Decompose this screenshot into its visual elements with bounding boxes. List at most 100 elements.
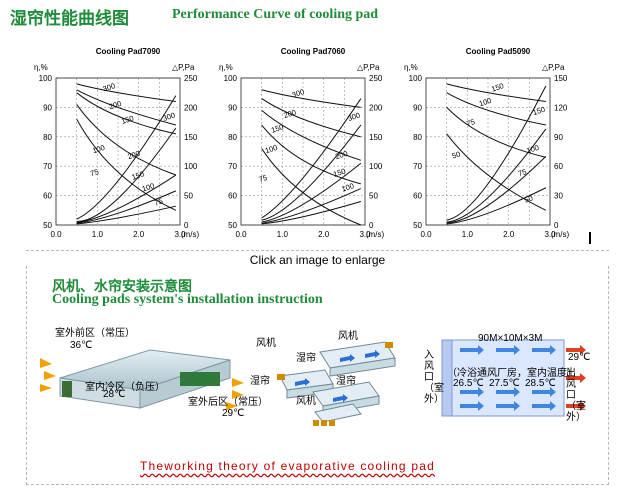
y2-axis-label: △P,Pa [172, 63, 195, 72]
x-axis-label: (m/s) [551, 230, 570, 239]
y-tick-label: 100 [39, 74, 53, 83]
y2-tick-label: 150 [184, 133, 198, 142]
chart-pad5090[interactable]: Cooling Pad5090 η,% △P,Pa 50 60 70 80 90 100 0 30 6… [400, 42, 595, 247]
pressure-line [446, 156, 547, 224]
y2-tick-label: 60 [554, 162, 563, 171]
pad-label-1: 湿帘 [296, 353, 316, 364]
greenhouse-diagram[interactable] [40, 338, 250, 418]
outdoor-back-temp: 29℃ [222, 408, 245, 419]
x-tick-label: 3.0 [174, 230, 186, 239]
series-label: 300 [102, 81, 117, 93]
x-axis-label: (m/s) [181, 230, 200, 239]
y-tick-label: 100 [224, 74, 238, 83]
efficiency-line [446, 133, 547, 211]
pressure-line [76, 205, 176, 225]
temp-1: 26.5℃ [453, 378, 484, 389]
y2-tick-label: 0 [554, 221, 559, 230]
efficiency-line [261, 89, 361, 108]
y-axis-label: η,% [219, 63, 233, 72]
y-tick-label: 90 [413, 103, 422, 112]
y-tick-label: 80 [228, 133, 237, 142]
series-label: 300 [347, 111, 362, 123]
y-tick-label: 80 [413, 133, 422, 142]
series-label: 100 [264, 143, 279, 155]
y-tick-label: 60 [413, 192, 422, 201]
pad-label-3: 湿帘 [336, 376, 356, 387]
y-tick-label: 60 [228, 192, 237, 201]
x-tick-label: 1.0 [92, 230, 104, 239]
layout-mid [277, 369, 334, 399]
pressure-line [261, 188, 362, 224]
factory-airflow-diagram[interactable] [420, 332, 595, 422]
x-tick-label: 0.0 [420, 230, 432, 239]
chart-title: Cooling Pad7090 [96, 47, 161, 56]
section-title-en: Cooling pads system's installation instr… [52, 292, 323, 307]
y-tick-label: 70 [43, 162, 52, 171]
x-tick-label: 1.0 [277, 230, 289, 239]
inlet-label: 入风口（室外） [424, 350, 444, 405]
series-label: 75 [89, 167, 100, 178]
x-tick-label: 0.0 [235, 230, 247, 239]
series-label: 100 [478, 96, 493, 108]
fan-label-3: 风机 [296, 396, 316, 407]
series-label: 75 [465, 117, 476, 128]
fan-wall [180, 372, 220, 386]
outlet-label: 出风口（室外） [566, 368, 586, 423]
efficiency-line [76, 89, 176, 126]
plot-frame [425, 77, 551, 226]
y-tick-label: 90 [228, 103, 237, 112]
enlarge-hint-text: Click an image to enlarge [249, 253, 386, 267]
temp-3: 28.5℃ [525, 378, 556, 389]
y2-axis-label: △P,Pa [357, 63, 380, 72]
y2-tick-label: 150 [369, 133, 383, 142]
series-label: 50 [523, 194, 534, 205]
enlarge-hint[interactable]: Click an image to enlarge [26, 250, 609, 267]
y-tick-label: 50 [228, 221, 237, 230]
efficiency-line [261, 109, 362, 161]
cooling-pad-wall [62, 381, 72, 397]
y-tick-label: 70 [413, 162, 422, 171]
pressure-line [261, 201, 362, 225]
y-tick-label: 100 [409, 74, 423, 83]
y2-tick-label: 150 [554, 74, 568, 83]
series-label: 150 [131, 169, 146, 181]
series-label: 200 [282, 108, 297, 120]
pressure-line [446, 128, 547, 223]
y2-tick-label: 120 [554, 103, 568, 112]
series-label: 200 [334, 149, 349, 161]
plot-frame [55, 77, 181, 226]
pressure-line [261, 98, 362, 219]
airflow-arrows [40, 358, 244, 410]
y-tick-label: 70 [228, 162, 237, 171]
factory-dims: 90M×10M×3M [478, 333, 543, 344]
y2-tick-label: 200 [184, 103, 198, 112]
y2-tick-label: 250 [369, 74, 383, 83]
chart-title: Cooling Pad7060 [281, 47, 346, 56]
series-label: 75 [258, 173, 269, 184]
chart-pad7060[interactable]: Cooling Pad7060 η,% △P,Pa 50 60 70 80 90 100 0 50 1… [215, 42, 405, 247]
y2-tick-label: 90 [554, 133, 563, 142]
factory-room [441, 339, 565, 417]
pressure-line [261, 162, 362, 223]
layout-top [319, 341, 396, 377]
efficiency-line [446, 83, 546, 103]
pressure-line [446, 187, 547, 225]
y-tick-label: 90 [43, 103, 52, 112]
series-label: 300 [162, 111, 177, 123]
indoor-cool-label: 室内冷区（负压） [85, 382, 165, 393]
chart-pad7090[interactable]: Cooling Pad7090 η,% △P,Pa 50 60 70 80 90 100 0 50 1… [30, 42, 220, 247]
outdoor-back-label: 室外后区（常压） [188, 397, 268, 408]
x-tick-label: 2.0 [503, 230, 515, 239]
fan-pad-layout-diagram[interactable] [265, 330, 410, 430]
factory-desc: （冷浴通风厂房，室内温度） [447, 368, 577, 379]
series-label: 200 [108, 99, 123, 111]
x-tick-label: 3.0 [544, 230, 556, 239]
y2-tick-label: 200 [369, 103, 383, 112]
exhaust-arrows [566, 345, 586, 411]
series-label: 100 [141, 181, 156, 193]
installation-section [26, 266, 609, 485]
series-label: 75 [153, 196, 164, 207]
pressure-line [76, 127, 177, 222]
flow-arrows [460, 345, 556, 411]
text-cursor [589, 232, 591, 244]
